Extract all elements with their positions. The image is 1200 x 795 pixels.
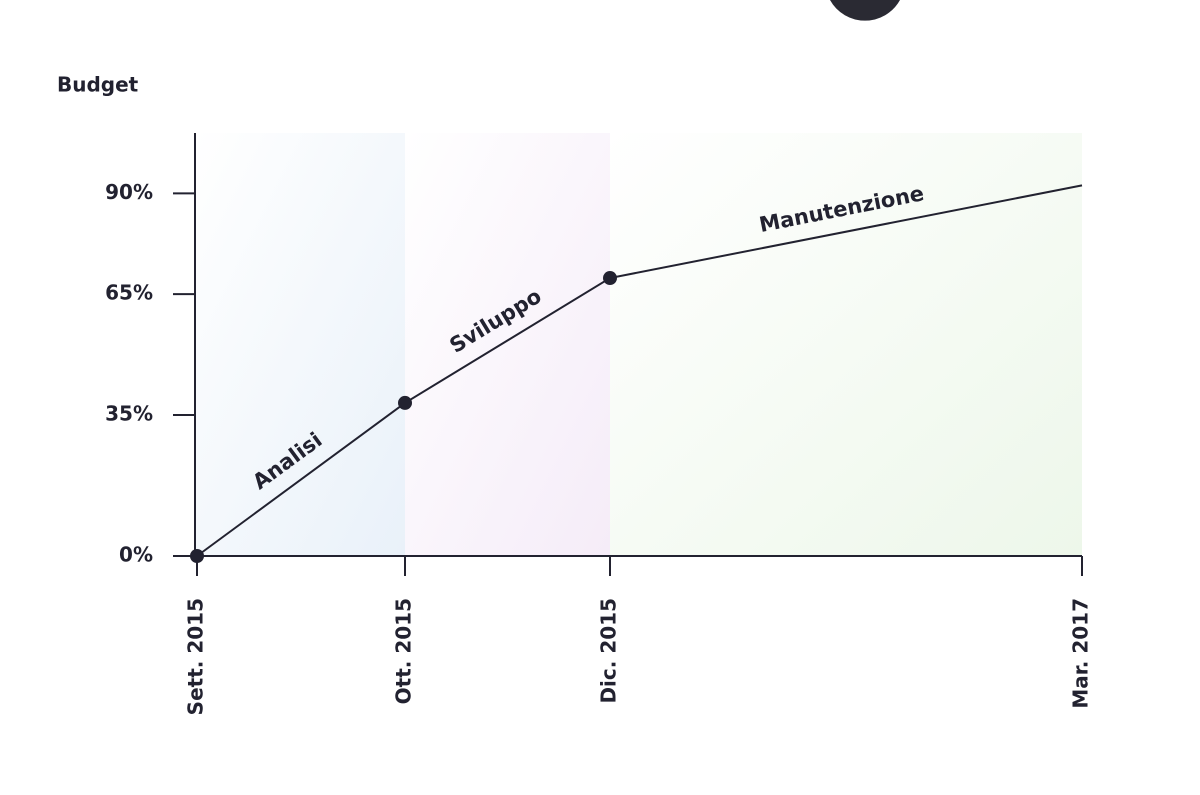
y-tick-label: 65%	[105, 281, 153, 305]
point	[190, 549, 204, 563]
x-tick-label: Mar. 2017	[1069, 598, 1093, 709]
line	[196, 184, 1083, 557]
y-tick-label: 0%	[119, 543, 153, 567]
y-tick-label: 90%	[105, 180, 153, 204]
point	[603, 271, 617, 286]
phase-band	[195, 133, 405, 556]
decoration	[830, 0, 900, 21]
y-tick-label: 35%	[105, 402, 153, 426]
x-tick-label: Dic. 2015	[597, 598, 621, 704]
point	[398, 395, 412, 410]
x-tick-label: Sett. 2015	[184, 598, 208, 715]
x-tick-label: Ott. 2015	[392, 598, 416, 704]
phase-band	[405, 133, 610, 556]
phase-band	[610, 133, 1082, 556]
y-axis-label: Budget	[57, 73, 139, 97]
